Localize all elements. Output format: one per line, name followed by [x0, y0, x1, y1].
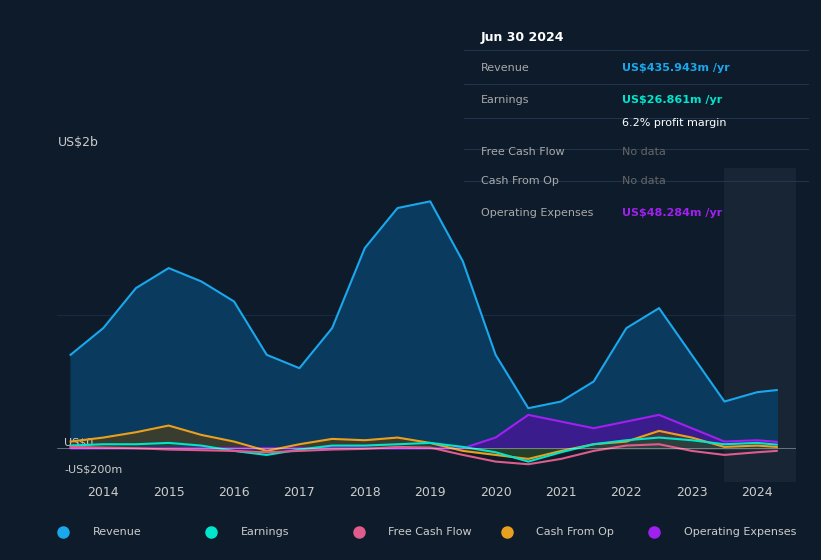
- Text: 6.2% profit margin: 6.2% profit margin: [622, 118, 727, 128]
- Bar: [724, 168, 796, 482]
- Text: Revenue: Revenue: [481, 63, 530, 73]
- Text: No data: No data: [622, 147, 667, 157]
- Text: US$26.861m /yr: US$26.861m /yr: [622, 95, 722, 105]
- Text: US$2b: US$2b: [57, 136, 99, 149]
- Text: US$0: US$0: [64, 437, 94, 447]
- Text: Free Cash Flow: Free Cash Flow: [388, 527, 472, 537]
- Text: Earnings: Earnings: [241, 527, 289, 537]
- Text: Operating Expenses: Operating Expenses: [684, 527, 796, 537]
- Text: Operating Expenses: Operating Expenses: [481, 208, 594, 218]
- Text: Cash From Op: Cash From Op: [536, 527, 614, 537]
- Text: Cash From Op: Cash From Op: [481, 176, 559, 186]
- Text: US$435.943m /yr: US$435.943m /yr: [622, 63, 730, 73]
- Text: Earnings: Earnings: [481, 95, 530, 105]
- Text: Revenue: Revenue: [93, 527, 141, 537]
- Text: Jun 30 2024: Jun 30 2024: [481, 31, 565, 44]
- Text: Free Cash Flow: Free Cash Flow: [481, 147, 565, 157]
- Text: -US$200m: -US$200m: [64, 464, 122, 474]
- Text: No data: No data: [622, 176, 667, 186]
- Text: US$48.284m /yr: US$48.284m /yr: [622, 208, 722, 218]
